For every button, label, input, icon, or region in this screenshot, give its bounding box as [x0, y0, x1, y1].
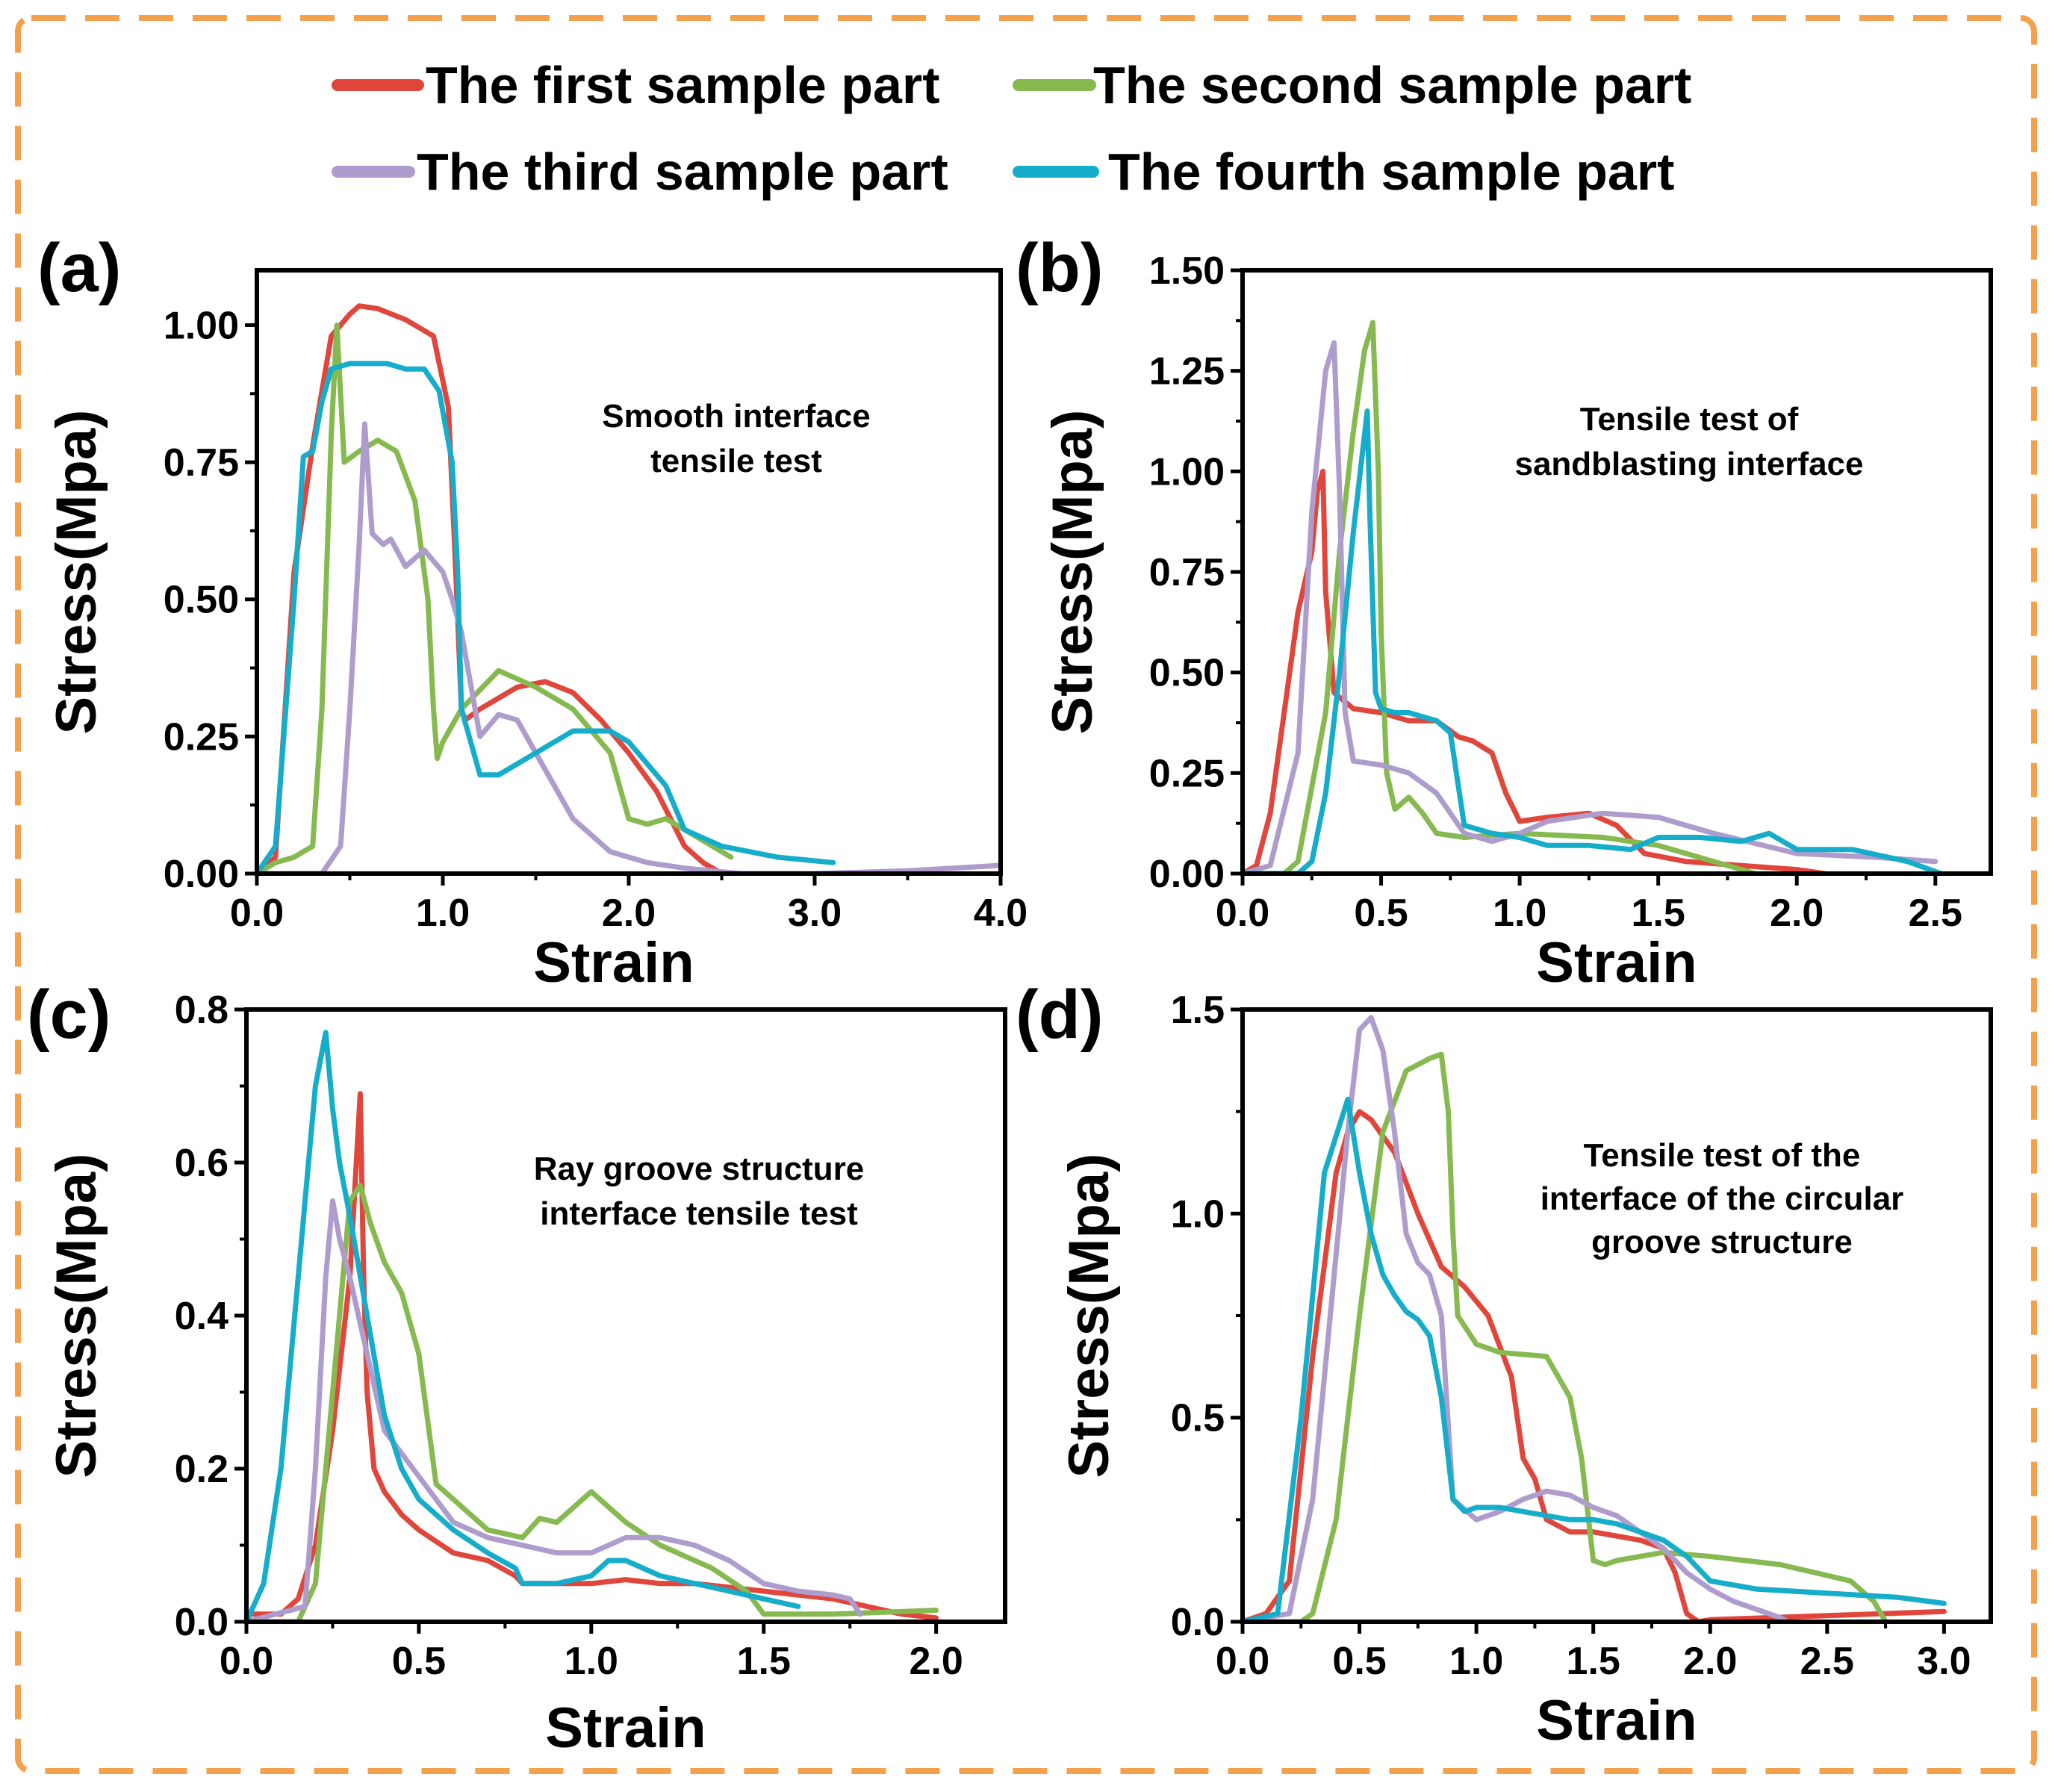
- series-line-c-second: [246, 1183, 939, 1622]
- x-tick-label-a-0: 0.0: [230, 892, 284, 935]
- legend-label-second: The second sample part: [1093, 56, 1691, 114]
- series-line-d-fourth: [1243, 1096, 1947, 1622]
- y-tick-label-b-2: 0.50: [1149, 652, 1225, 695]
- plot-frame-d: [1240, 1007, 1993, 1624]
- x-tick-label-a-2: 2.0: [602, 892, 656, 935]
- x-axis-title-a: Strain: [533, 931, 694, 995]
- y-tick-label-d-1: 0.5: [1171, 1397, 1225, 1440]
- annotation-line-d-1: interface of the circular: [1541, 1180, 1904, 1217]
- x-tick-label-d-1: 0.5: [1332, 1640, 1386, 1683]
- legend: The first sample part The second sample …: [332, 56, 1691, 201]
- series-line-c-fourth: [246, 1030, 801, 1622]
- series-line-d-second: [1243, 1051, 1888, 1622]
- legend-label-first: The first sample part: [426, 56, 940, 114]
- y-tick-label-c-4: 0.8: [175, 989, 228, 1032]
- panel-c-series: [246, 1030, 939, 1622]
- y-tick-label-b-3: 0.75: [1149, 551, 1225, 594]
- legend-label-third: The third sample part: [417, 143, 948, 201]
- annotation-line-b-1: sandblasting interface: [1514, 446, 1863, 482]
- y-axis-title-c: Stress(Mpa): [45, 1154, 108, 1478]
- series-line-c-third: [246, 1198, 863, 1622]
- panel-d-series: [1243, 1015, 1947, 1622]
- y-tick-label-d-2: 1.0: [1171, 1192, 1225, 1236]
- annotation-line-d-0: Tensile test of the: [1584, 1137, 1861, 1174]
- y-tick-label-a-4: 1.00: [164, 304, 239, 347]
- outer-dashed-frame: [15, 15, 2037, 1774]
- y-tick-label-c-3: 0.6: [175, 1142, 228, 1185]
- series-line-b-second: [1243, 320, 1759, 874]
- y-tick-label-b-5: 1.25: [1149, 350, 1225, 393]
- x-tick-label-a-3: 3.0: [788, 892, 842, 935]
- panel-label-d: (d): [1016, 977, 1103, 1053]
- x-tick-label-c-0: 0.0: [220, 1640, 273, 1683]
- panel-label-b: (b): [1016, 230, 1103, 306]
- panel-label-c: (c): [27, 977, 111, 1053]
- x-tick-label-b-0: 0.0: [1216, 892, 1269, 935]
- x-tick-label-c-4: 2.0: [909, 1640, 963, 1683]
- x-tick-label-d-0: 0.0: [1216, 1640, 1269, 1683]
- y-tick-label-c-1: 0.2: [175, 1448, 228, 1491]
- panel-b: (b) 0.0 0.5 1.0 1.5 2.0 2.5 0.00 0.25 0.50 0.75 1.0…: [1016, 230, 1993, 995]
- series-line-a-third: [257, 421, 1001, 874]
- y-axis-title-b: Stress(Mpa): [1041, 410, 1104, 735]
- x-tick-label-d-6: 3.0: [1917, 1640, 1971, 1683]
- x-tick-label-c-2: 1.0: [565, 1640, 618, 1683]
- y-axis-title-d: Stress(Mpa): [1057, 1154, 1121, 1478]
- x-tick-label-b-2: 1.0: [1493, 892, 1546, 935]
- x-tick-label-b-3: 1.5: [1632, 892, 1685, 935]
- plot-frame-b: [1240, 268, 1993, 876]
- y-tick-label-a-3: 0.75: [164, 441, 239, 485]
- x-tick-label-c-1: 0.5: [392, 1640, 446, 1683]
- plot-frame-a: [255, 268, 1003, 876]
- series-line-b-third: [1243, 340, 1939, 874]
- annotation-line-a-0: Smooth interface: [602, 398, 870, 435]
- panel-a: (a) 0.0 1.0 2.0 3.0 4.0 0.00 0.25 0.50 0.75 1.00 St…: [37, 230, 1028, 995]
- panel-b-series: [1243, 320, 1944, 874]
- y-tick-label-c-2: 0.4: [175, 1295, 228, 1338]
- y-tick-label-a-1: 0.25: [164, 715, 239, 759]
- series-line-d-first: [1243, 1109, 1947, 1622]
- series-line-b-fourth: [1243, 408, 1944, 874]
- annotation-line-a-1: tensile test: [650, 443, 822, 479]
- y-tick-label-c-0: 0.0: [175, 1601, 228, 1644]
- legend-label-fourth: The fourth sample part: [1108, 143, 1674, 201]
- x-axis-title-c: Strain: [545, 1696, 706, 1760]
- x-tick-label-b-4: 2.0: [1770, 892, 1824, 935]
- y-tick-label-a-2: 0.50: [164, 579, 239, 622]
- y-tick-label-b-4: 1.00: [1149, 450, 1225, 494]
- annotation-line-c-0: Ray groove structure: [534, 1151, 865, 1187]
- x-tick-label-b-1: 0.5: [1354, 892, 1408, 935]
- panel-c: (c) 0.0 0.5 1.0 1.5 2.0 0.0 0.2 0.4 0.6 0.8 Strain S…: [27, 977, 1007, 1760]
- x-tick-label-a-1: 1.0: [416, 892, 470, 935]
- annotation-line-d-2: groove structure: [1591, 1224, 1853, 1260]
- annotation-line-c-1: interface tensile test: [540, 1195, 858, 1232]
- y-tick-label-a-0: 0.00: [164, 853, 239, 896]
- x-axis-title-b: Strain: [1536, 931, 1697, 995]
- x-tick-label-d-5: 2.5: [1800, 1640, 1854, 1683]
- x-tick-label-a-4: 4.0: [974, 892, 1028, 935]
- x-tick-label-c-3: 1.5: [737, 1640, 791, 1683]
- panel-label-a: (a): [37, 230, 121, 306]
- y-tick-label-d-3: 1.5: [1171, 989, 1225, 1032]
- y-tick-label-b-0: 0.00: [1149, 853, 1225, 896]
- annotation-line-b-0: Tensile test of: [1580, 401, 1799, 438]
- x-tick-label-b-5: 2.5: [1909, 892, 1962, 935]
- x-tick-label-d-3: 1.5: [1567, 1640, 1620, 1683]
- panel-d: (d) 0.0 0.5 1.0 1.5 2.0 2.5 3.0 0.0 0.5 1.0 1.5 Stra…: [1016, 977, 1993, 1752]
- panel-a-series: [257, 303, 1001, 874]
- x-axis-title-d: Strain: [1536, 1689, 1697, 1752]
- x-tick-label-d-4: 2.0: [1683, 1640, 1737, 1683]
- series-line-a-fourth: [257, 361, 836, 874]
- y-tick-label-b-1: 0.25: [1149, 752, 1225, 795]
- series-line-a-second: [257, 323, 734, 874]
- y-tick-label-d-0: 0.0: [1171, 1601, 1225, 1644]
- y-tick-label-b-6: 1.50: [1149, 249, 1225, 293]
- y-axis-title-a: Stress(Mpa): [45, 410, 108, 735]
- x-tick-label-d-2: 1.0: [1449, 1640, 1503, 1683]
- series-line-d-third: [1243, 1015, 1791, 1622]
